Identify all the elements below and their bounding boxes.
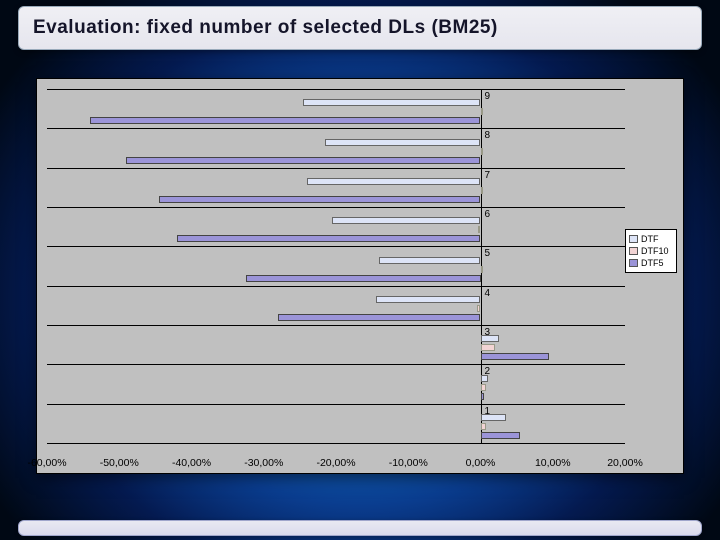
- bar-DTF: [376, 296, 481, 303]
- category-divider: [47, 325, 625, 326]
- legend: DTF DTF10 DTF5: [625, 229, 677, 273]
- category-divider: [47, 443, 625, 444]
- bar-DTF5: [246, 275, 481, 282]
- legend-item: DTF: [629, 233, 673, 245]
- bar-DTF10: [481, 108, 483, 115]
- bar-DTF5: [481, 393, 485, 400]
- bar-DTF10: [477, 305, 481, 312]
- bar-DTF10: [481, 266, 483, 273]
- bar-DTF5: [177, 235, 480, 242]
- bar-chart: 987654321 DTF DTF10 DTF5 -60,00%-50,00%-…: [36, 78, 684, 474]
- x-axis-label: -40,00%: [172, 457, 211, 469]
- bar-DTF5: [126, 157, 480, 164]
- bar-DTF10: [478, 226, 481, 233]
- category-divider: [47, 89, 625, 90]
- bar-DTF5: [481, 353, 550, 360]
- x-axis-label: -50,00%: [100, 457, 139, 469]
- bar-DTF10: [481, 148, 483, 155]
- bar-DTF: [481, 414, 506, 421]
- x-axis-label: 20,00%: [607, 457, 643, 469]
- bar-DTF5: [481, 432, 521, 439]
- category-divider: [47, 128, 625, 129]
- legend-swatch-dtf5: [629, 259, 638, 267]
- bar-DTF10: [481, 187, 483, 194]
- bar-DTF: [325, 139, 480, 146]
- category-divider: [47, 364, 625, 365]
- category-divider: [47, 207, 625, 208]
- x-axis-label: -20,00%: [316, 457, 355, 469]
- y-axis-label: 8: [485, 130, 491, 141]
- slide-title-box: Evaluation: fixed number of selected DLs…: [18, 6, 702, 50]
- x-axis-label: -60,00%: [27, 457, 66, 469]
- bar-DTF: [481, 375, 488, 382]
- plot-area: 987654321: [47, 89, 625, 443]
- bar-DTF10: [481, 423, 486, 430]
- bar-DTF5: [159, 196, 481, 203]
- bar-DTF: [307, 178, 480, 185]
- bar-DTF10: [481, 384, 487, 391]
- legend-item: DTF10: [629, 245, 673, 257]
- bar-DTF5: [278, 314, 480, 321]
- bar-DTF5: [90, 117, 480, 124]
- y-axis-label: 9: [485, 91, 491, 102]
- legend-swatch-dtf: [629, 235, 638, 243]
- legend-swatch-dtf10: [629, 247, 638, 255]
- category-divider: [47, 168, 625, 169]
- legend-label: DTF10: [641, 246, 669, 256]
- category-divider: [47, 246, 625, 247]
- bar-DTF10: [481, 344, 495, 351]
- y-axis-label: 6: [485, 209, 491, 220]
- x-axis-label: 0,00%: [466, 457, 496, 469]
- category-divider: [47, 286, 625, 287]
- bar-DTF: [379, 257, 480, 264]
- bar-DTF: [303, 99, 480, 106]
- y-axis-label: 7: [485, 170, 491, 181]
- legend-item: DTF5: [629, 257, 673, 269]
- bar-DTF: [481, 335, 499, 342]
- category-divider: [47, 404, 625, 405]
- bar-DTF: [332, 217, 480, 224]
- x-axis-label: -30,00%: [244, 457, 283, 469]
- x-axis-label: 10,00%: [535, 457, 571, 469]
- x-axis-label: -10,00%: [389, 457, 428, 469]
- y-axis-label: 5: [485, 248, 491, 259]
- y-axis-label: 4: [485, 288, 491, 299]
- legend-label: DTF: [641, 234, 659, 244]
- slide-title: Evaluation: fixed number of selected DLs…: [33, 17, 498, 39]
- legend-label: DTF5: [641, 258, 664, 268]
- footer-bar: [18, 520, 702, 536]
